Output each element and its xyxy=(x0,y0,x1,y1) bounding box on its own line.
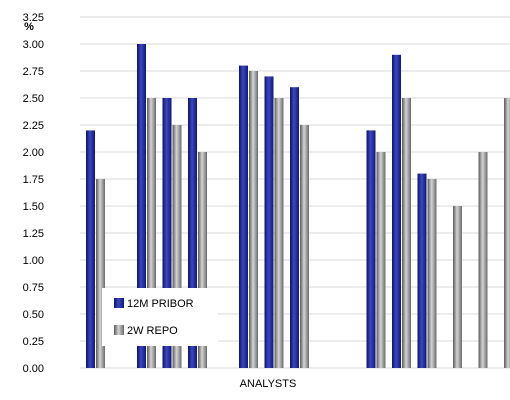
bar-2w-repo xyxy=(300,125,309,368)
bar-12m-pribor xyxy=(417,173,427,368)
y-tick-label: 3.00 xyxy=(23,39,44,51)
legend: 12M PRIBOR 2W REPO xyxy=(102,288,218,346)
bars xyxy=(86,44,510,369)
y-tick-label: 1.50 xyxy=(23,201,44,213)
bar-2w-repo xyxy=(198,152,207,368)
legend-label-12m-pribor: 12M PRIBOR xyxy=(127,298,194,310)
bar-2w-repo xyxy=(402,98,411,368)
bar-2w-repo xyxy=(147,98,156,368)
bar-12m-pribor xyxy=(264,76,274,369)
y-tick-label: 2.00 xyxy=(23,147,44,159)
y-tick-label: 1.00 xyxy=(23,255,44,267)
y-tick-label: 0.50 xyxy=(23,309,44,321)
bar-2w-repo xyxy=(504,98,510,368)
y-tick-label: 3.25 xyxy=(23,12,44,24)
bar-2w-repo xyxy=(96,179,105,368)
y-axis: 0.00 0.25 0.50 0.75 1.00 1.25 1.50 1.75 2.00 2.25… xyxy=(23,12,44,375)
bar-2w-repo xyxy=(376,152,386,368)
y-tick-label: 0.00 xyxy=(23,363,44,375)
bar-12m-pribor xyxy=(392,54,401,369)
y-tick-label: 1.25 xyxy=(23,228,44,240)
bar-12m-pribor xyxy=(137,44,146,368)
x-axis-label: ANALYSTS xyxy=(240,378,297,390)
y-tick-label: 0.25 xyxy=(23,336,44,348)
bar-12m-pribor xyxy=(188,98,197,368)
y-tick-label: 2.75 xyxy=(23,66,44,78)
legend-label-2w-repo: 2W REPO xyxy=(127,325,178,337)
bar-2w-repo xyxy=(274,98,284,368)
legend-background xyxy=(102,288,218,346)
y-tick-label: 2.25 xyxy=(23,120,44,132)
bar-12m-pribor xyxy=(162,98,172,368)
y-tick-label: 1.75 xyxy=(23,174,44,186)
bar-2w-repo xyxy=(172,125,182,368)
bar-12m-pribor xyxy=(366,130,376,368)
bar-12m-pribor xyxy=(290,87,299,368)
bar-2w-repo xyxy=(427,179,437,368)
bar-2w-repo xyxy=(249,71,258,368)
y-tick-label: 0.75 xyxy=(23,282,44,294)
y-tick-label: 2.50 xyxy=(23,93,44,105)
bar-12m-pribor xyxy=(86,130,95,368)
bar-2w-repo xyxy=(453,206,462,368)
legend-swatch-12m-pribor xyxy=(114,298,124,308)
bar-12m-pribor xyxy=(239,65,248,368)
legend-swatch-2w-repo xyxy=(114,325,124,335)
y-unit-label: % xyxy=(24,21,34,33)
bar-2w-repo xyxy=(478,152,488,368)
